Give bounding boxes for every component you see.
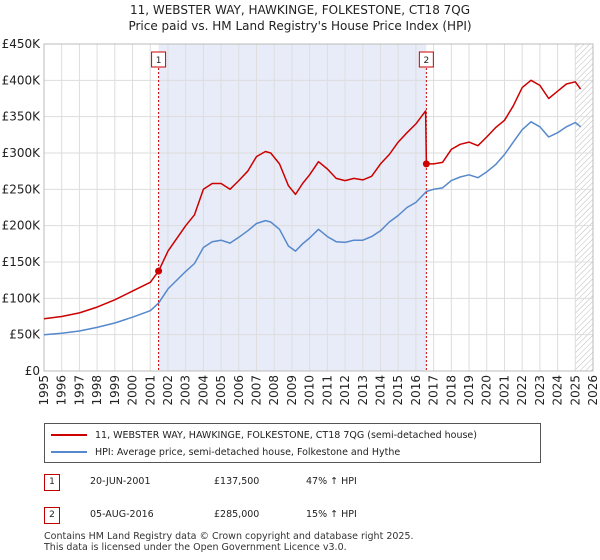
x-tick-label: 2021 xyxy=(497,375,511,406)
sale-point xyxy=(155,267,163,275)
footer-line-2: This data is licensed under the Open Gov… xyxy=(44,542,347,553)
legend-swatch-hpi xyxy=(51,451,87,453)
x-tick-label: 2014 xyxy=(373,375,387,406)
sale-hpi-change: 47% ↑ HPI xyxy=(306,476,357,487)
y-tick-label: £100K xyxy=(2,291,42,305)
sale-price: £137,500 xyxy=(214,476,260,487)
x-tick-label: 2003 xyxy=(179,375,193,406)
chart-subtitle: Price paid vs. HM Land Registry's House … xyxy=(128,19,472,33)
sale-date: 05-AUG-2016 xyxy=(90,509,154,520)
y-tick-label: £150K xyxy=(2,255,42,269)
chart-canvas: £0 £50K £100K £150K £200K £250K £300K £350K £400… xyxy=(2,37,600,406)
sale-number-badge: 1 xyxy=(44,474,60,491)
x-tick-label: 2024 xyxy=(551,375,565,406)
x-tick-label: 2002 xyxy=(161,375,175,406)
x-tick-label: 2000 xyxy=(126,375,140,406)
x-tick-label: 1995 xyxy=(37,375,51,406)
x-tick-label: 1998 xyxy=(90,375,104,406)
legend-item-hpi: HPI: Average price, semi-detached house,… xyxy=(51,444,400,460)
footer-attribution: Contains HM Land Registry data © Crown c… xyxy=(44,531,414,553)
legend: 11, WEBSTER WAY, HAWKINGE, FOLKESTONE, C… xyxy=(44,423,541,463)
x-tick-label: 2022 xyxy=(515,375,529,406)
legend-swatch-price xyxy=(51,434,87,436)
legend-item-price: 11, WEBSTER WAY, HAWKINGE, FOLKESTONE, C… xyxy=(51,427,477,443)
y-tick-label: £0 xyxy=(25,364,40,378)
sale-row: 1 20-JUN-2001 £137,500 47% ↑ HPI xyxy=(44,474,564,492)
sale-marker-badge xyxy=(151,51,167,68)
x-tick-label: 2007 xyxy=(250,375,264,406)
plot-border xyxy=(43,43,594,372)
x-tick-label: 2020 xyxy=(480,375,494,406)
x-tick-label: 2023 xyxy=(533,375,547,406)
x-tick-label: 2006 xyxy=(232,375,246,406)
sale-price: £285,000 xyxy=(214,509,260,520)
x-tick-label: 2018 xyxy=(444,375,458,406)
x-tick-label: 2019 xyxy=(462,375,476,406)
legend-label-hpi: HPI: Average price, semi-detached house,… xyxy=(95,446,401,458)
x-tick-label: 2026 xyxy=(586,375,600,406)
y-tick-label: £300K xyxy=(2,146,42,160)
x-tick-label: 2016 xyxy=(409,375,423,406)
x-tick-label: 2025 xyxy=(568,375,582,406)
price-series-line xyxy=(43,79,582,320)
x-tick-label: 2012 xyxy=(338,375,352,406)
x-tick-label: 2001 xyxy=(143,375,157,406)
x-tick-label: 2008 xyxy=(267,375,281,406)
hpi-series-line xyxy=(43,121,582,336)
y-tick-label: £250K xyxy=(2,182,42,196)
chart-title-block: 11, WEBSTER WAY, HAWKINGE, FOLKESTONE, C… xyxy=(0,2,600,34)
footer-line-1: Contains HM Land Registry data © Crown c… xyxy=(44,531,414,542)
ownership-shaded-range xyxy=(158,44,427,371)
legend-label-price: 11, WEBSTER WAY, HAWKINGE, FOLKESTONE, C… xyxy=(95,429,477,441)
y-tick-label: £200K xyxy=(2,219,42,233)
future-hatch-area xyxy=(575,44,593,371)
sale-hpi-change: 15% ↑ HPI xyxy=(306,509,357,520)
x-tick-label: 2017 xyxy=(427,375,441,406)
chart-title: 11, WEBSTER WAY, HAWKINGE, FOLKESTONE, C… xyxy=(129,3,471,17)
x-tick-label: 2009 xyxy=(285,375,299,406)
x-tick-label: 1996 xyxy=(55,375,69,406)
sale-marker-label: 1 xyxy=(156,56,162,66)
y-tick-label: £400K xyxy=(2,73,42,87)
y-tick-label: £450K xyxy=(2,37,42,51)
x-tick-label: 1997 xyxy=(72,375,86,406)
sale-point xyxy=(422,160,430,168)
sale-number-badge: 2 xyxy=(44,507,60,524)
sale-date: 20-JUN-2001 xyxy=(90,476,151,487)
x-tick-label: 2010 xyxy=(303,375,317,406)
x-tick-label: 2011 xyxy=(320,375,334,406)
x-tick-label: 2005 xyxy=(214,375,228,406)
x-tick-label: 1999 xyxy=(108,375,122,406)
y-tick-label: £350K xyxy=(2,110,42,124)
sale-marker-label: 2 xyxy=(423,56,429,66)
x-tick-label: 2013 xyxy=(356,375,370,406)
x-tick-label: 2004 xyxy=(196,375,210,406)
sale-marker-badge xyxy=(418,51,434,68)
sale-row: 2 05-AUG-2016 £285,000 15% ↑ HPI xyxy=(44,507,564,525)
x-tick-label: 2015 xyxy=(391,375,405,406)
y-tick-label: £50K xyxy=(9,328,41,342)
